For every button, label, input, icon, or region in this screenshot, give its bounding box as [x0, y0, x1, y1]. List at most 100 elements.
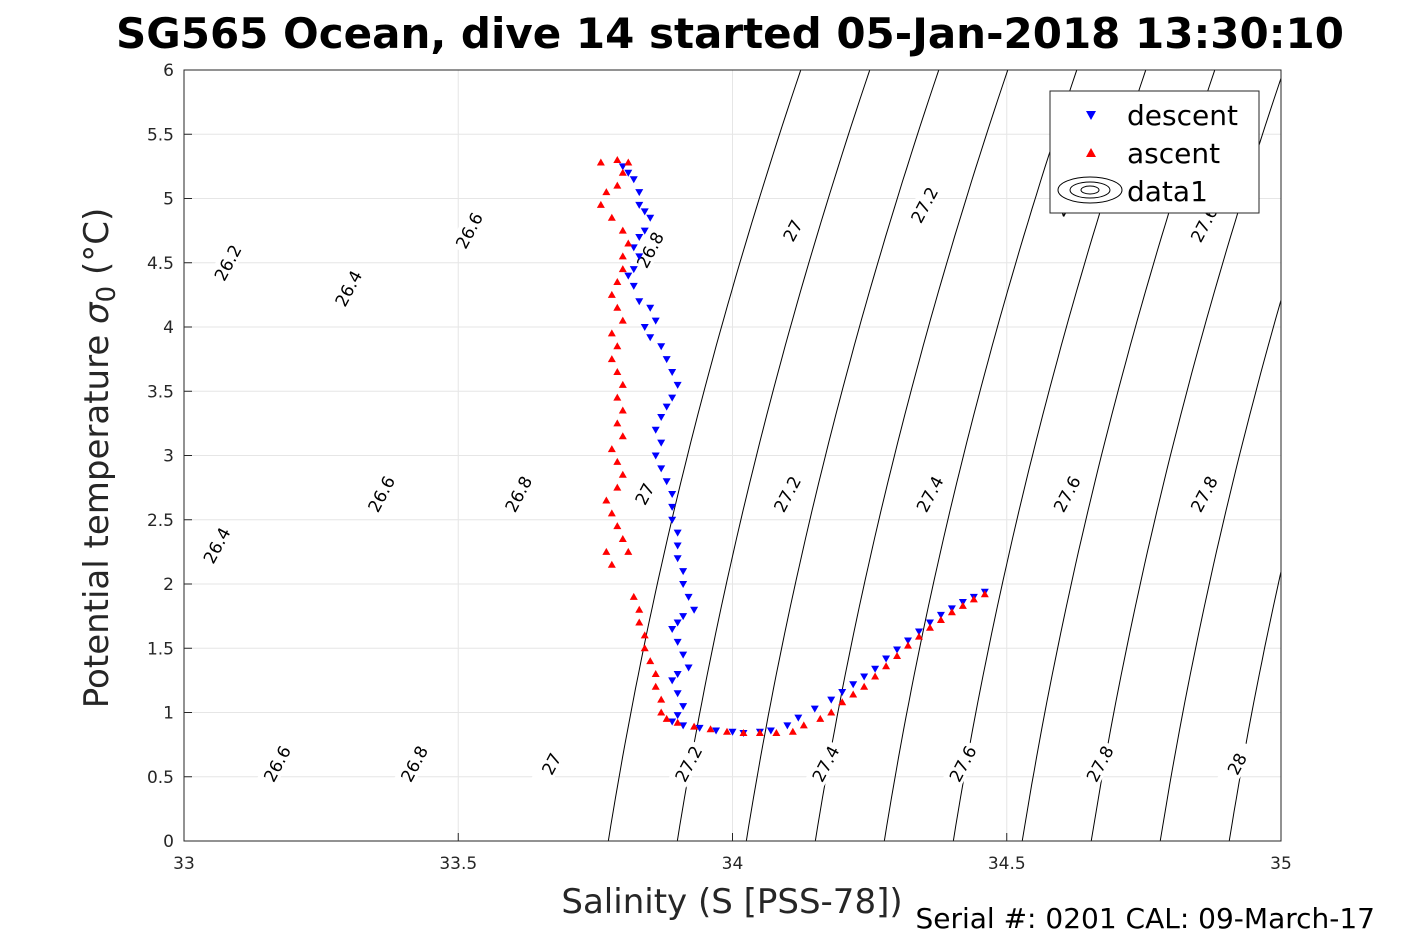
ascent-point-2 [624, 158, 633, 166]
ascent-point-20 [618, 380, 627, 388]
legend-descent-marker [1086, 111, 1096, 120]
contour-label-bg-9 [361, 469, 400, 518]
ascent-point-9 [624, 239, 633, 247]
descent-point-55 [712, 727, 721, 735]
ascent-point-64 [904, 641, 913, 649]
contour-label-bg-10 [498, 469, 537, 518]
contour-27.8 [1228, 569, 1281, 841]
contour-label-bg-14 [1047, 469, 1086, 518]
ascent-point-49 [706, 725, 715, 733]
y-axis-label-main: Potential temperature [77, 324, 117, 708]
ascent-point-53 [772, 729, 781, 737]
ascent-point-6 [596, 200, 605, 208]
descent-point-35 [673, 542, 682, 550]
ascent-point-56 [816, 714, 825, 722]
ascent-point-11 [618, 265, 627, 273]
descent-point-65 [849, 681, 858, 689]
ascent-point-52 [755, 729, 764, 737]
y-axis-ticks: 0 0.5 1 1.5 2 2.5 3 3.5 4 4.5 5 5.5 6 [147, 61, 192, 852]
descent-point-22 [673, 381, 682, 389]
ascent-point-48 [690, 722, 699, 730]
descent-point-30 [662, 478, 671, 486]
x-tick-label-4: 35 [1270, 854, 1292, 874]
legend-descent-label: descent [1127, 99, 1238, 132]
ascent-point-35 [624, 547, 633, 555]
descent-point-63 [827, 696, 836, 704]
descent-point-28 [651, 452, 660, 460]
ascent-point-10 [618, 252, 627, 260]
descent-point-61 [794, 714, 803, 722]
ascent-point-70 [969, 595, 978, 603]
ascent-point-66 [925, 623, 934, 631]
ascent-point-3 [618, 168, 627, 176]
descent-point-50 [679, 703, 688, 711]
y-tick-label-9: 4.5 [147, 254, 174, 274]
descent-point-4 [635, 201, 644, 209]
contour-label-bg-5 [904, 180, 943, 229]
ascent-point-27 [618, 470, 627, 478]
contour-label-bg-0 [207, 238, 247, 287]
descent-point-33 [668, 516, 677, 524]
y-axis-label-symbol: σ [77, 301, 117, 324]
ascent-point-28 [613, 483, 622, 491]
ascent-point-15 [618, 316, 627, 324]
descent-point-60 [783, 722, 792, 730]
descent-point-23 [668, 394, 677, 402]
contour-27.6 [1159, 298, 1281, 841]
ascent-point-0 [596, 158, 605, 166]
y-tick-label-0: 0 [163, 832, 174, 852]
descent-point-5 [640, 208, 649, 216]
descent-point-34 [673, 529, 682, 537]
grid-lines [183, 69, 1282, 842]
y-axis-label-subscript: 0 [92, 286, 122, 303]
x-axis-ticks: 33 33.5 34 34.5 35 [173, 833, 1292, 874]
contour-label-bg-11 [624, 469, 664, 518]
descent-point-31 [668, 491, 677, 499]
descent-point-24 [662, 403, 671, 411]
descent-point-11 [629, 266, 638, 274]
ascent-point-71 [980, 590, 989, 598]
descent-point-52 [668, 718, 677, 726]
ascent-point-51 [739, 729, 748, 737]
descent-point-66 [860, 673, 869, 681]
y-tick-label-7: 3.5 [147, 382, 174, 402]
ascent-point-13 [607, 290, 616, 298]
contour-label-bg-8 [196, 520, 236, 570]
ascent-point-12 [613, 278, 622, 286]
descent-point-29 [657, 465, 666, 473]
descent-point-70 [904, 637, 913, 645]
descent-point-17 [640, 324, 649, 331]
descent-point-59 [766, 727, 775, 735]
ascent-point-69 [958, 601, 967, 609]
ascent-point-67 [936, 615, 945, 623]
ascent-point-61 [871, 672, 880, 680]
ascent-point-18 [607, 355, 616, 363]
contour-label-bg-21 [942, 739, 982, 788]
descent-point-13 [629, 282, 638, 290]
x-tick-label-2: 34 [722, 854, 744, 874]
ascent-point-40 [640, 644, 649, 652]
contour-26.6 [814, 70, 1009, 841]
y-tick-label-4: 2 [163, 575, 174, 595]
contour-label-bg-22 [1079, 739, 1119, 788]
x-axis-label: Salinity (S [PSS-78]) [561, 882, 902, 922]
contour-26.0 [607, 70, 802, 841]
ascent-point-34 [607, 560, 616, 568]
legend-data1-label: data1 [1127, 175, 1208, 208]
descent-point-45 [679, 651, 688, 659]
ascent-point-39 [640, 631, 649, 639]
descent-point-7 [640, 227, 649, 235]
ascent-point-16 [607, 329, 616, 337]
descent-point-14 [635, 298, 644, 306]
ascent-point-36 [629, 592, 638, 600]
descent-point-38 [679, 581, 688, 588]
descent-point-40 [690, 606, 699, 614]
legend-contour-icon [1057, 176, 1123, 204]
ascent-point-31 [613, 522, 622, 530]
legend: descent ascent data1 [1049, 90, 1260, 214]
ascent-point-25 [607, 445, 616, 453]
ascent-point-7 [607, 213, 616, 221]
ascent-point-1 [613, 155, 622, 163]
ascent-point-58 [838, 698, 847, 706]
